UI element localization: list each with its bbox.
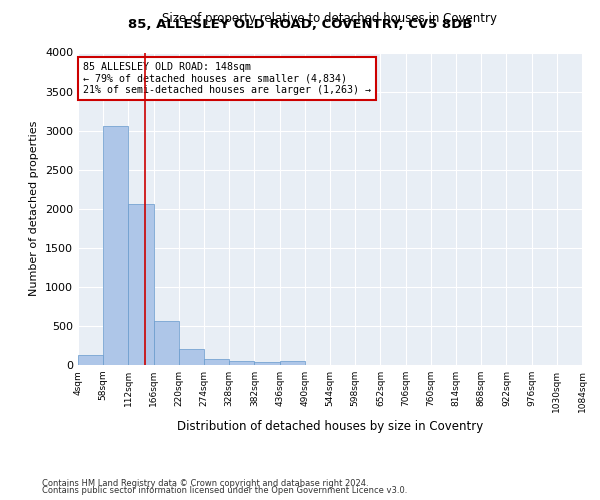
Bar bbox=[128, 204, 154, 365]
Bar bbox=[229, 360, 254, 365]
Text: 85, ALLESLEY OLD ROAD, COVENTRY, CV5 8DB: 85, ALLESLEY OLD ROAD, COVENTRY, CV5 8DB bbox=[128, 18, 472, 30]
Bar bbox=[179, 350, 204, 365]
Title: Size of property relative to detached houses in Coventry: Size of property relative to detached ho… bbox=[163, 12, 497, 25]
Bar bbox=[254, 362, 280, 365]
Bar bbox=[103, 126, 128, 365]
Y-axis label: Number of detached properties: Number of detached properties bbox=[29, 121, 40, 296]
Bar bbox=[78, 355, 103, 365]
Bar bbox=[204, 359, 229, 365]
Bar bbox=[154, 322, 179, 365]
Text: Contains HM Land Registry data © Crown copyright and database right 2024.: Contains HM Land Registry data © Crown c… bbox=[42, 478, 368, 488]
Text: 85 ALLESLEY OLD ROAD: 148sqm
← 79% of detached houses are smaller (4,834)
21% of: 85 ALLESLEY OLD ROAD: 148sqm ← 79% of de… bbox=[83, 62, 371, 95]
Bar bbox=[280, 361, 305, 365]
Text: Contains public sector information licensed under the Open Government Licence v3: Contains public sector information licen… bbox=[42, 486, 407, 495]
X-axis label: Distribution of detached houses by size in Coventry: Distribution of detached houses by size … bbox=[177, 420, 483, 434]
